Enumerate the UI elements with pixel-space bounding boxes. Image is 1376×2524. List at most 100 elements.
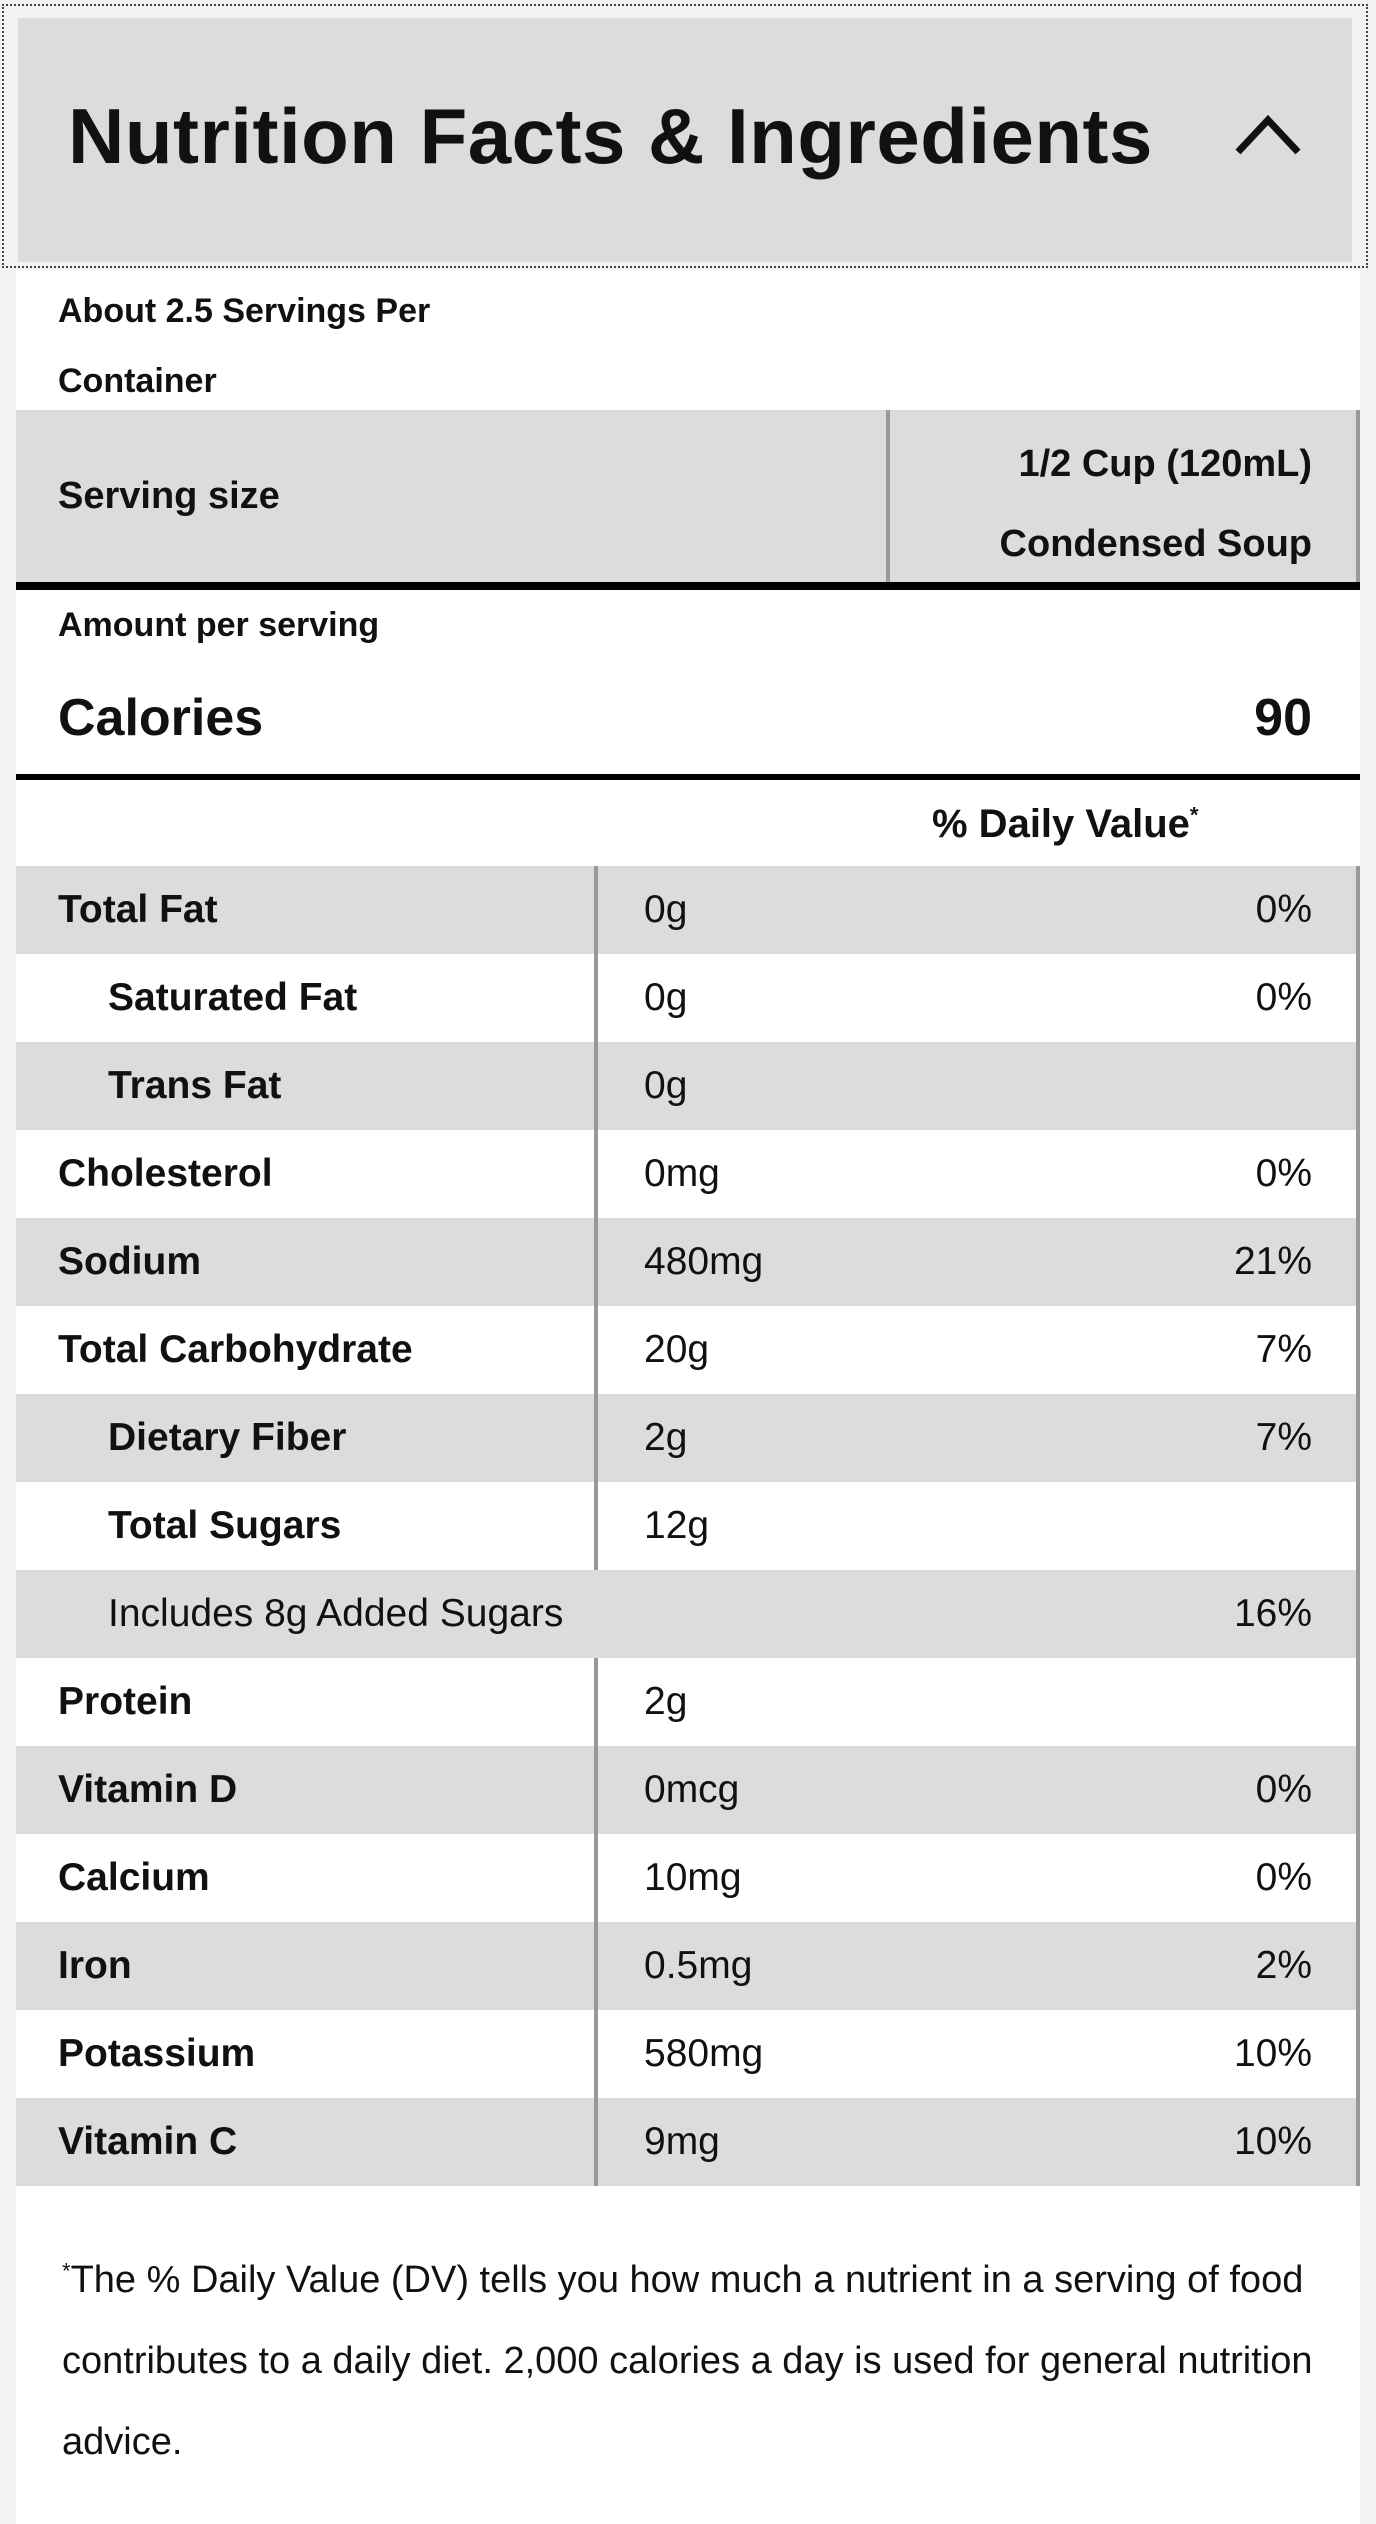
footnote-text: The % Daily Value (DV) tells you how muc… bbox=[62, 2259, 1313, 2463]
nutrient-daily-value: 0% bbox=[1255, 1768, 1312, 1811]
column-divider bbox=[594, 1130, 598, 1218]
table-row: Trans Fat 0g bbox=[16, 1042, 1360, 1130]
nutrient-name: Vitamin D bbox=[58, 1768, 238, 1811]
serving-size-value: 1/2 Cup (120mL) Condensed Soup bbox=[1000, 424, 1312, 584]
nutrient-name: Cholesterol bbox=[58, 1152, 273, 1195]
servings-per-container-line2: Container bbox=[58, 362, 217, 400]
calories-block: Amount per serving Calories 90 bbox=[16, 590, 1360, 780]
nutrient-amount: 480mg bbox=[644, 1240, 764, 1283]
nutrient-name: Protein bbox=[58, 1680, 193, 1723]
nutrient-name: Dietary Fiber bbox=[108, 1416, 347, 1459]
nutrient-name: Vitamin C bbox=[58, 2120, 238, 2163]
right-border bbox=[1356, 1042, 1360, 1130]
column-divider bbox=[594, 866, 598, 954]
daily-value-header: % Daily Value* bbox=[16, 780, 1360, 868]
table-row: Vitamin D 0mcg 0% bbox=[16, 1746, 1360, 1834]
right-border bbox=[1356, 1218, 1360, 1306]
right-border bbox=[1356, 1746, 1360, 1834]
nutrient-name: Sodium bbox=[58, 1240, 201, 1283]
nutrient-name: Total Carbohydrate bbox=[58, 1328, 413, 1371]
accordion-header-bar[interactable]: Nutrition Facts & Ingredients bbox=[18, 18, 1352, 262]
column-divider bbox=[594, 954, 598, 1042]
calories-label: Calories bbox=[58, 689, 264, 747]
column-divider bbox=[594, 1482, 598, 1570]
nutrient-amount: 0g bbox=[644, 1064, 688, 1107]
accordion-title: Nutrition Facts & Ingredients bbox=[68, 92, 1153, 180]
column-divider bbox=[886, 410, 890, 582]
servings-per-container: About 2.5 Servings Per Container bbox=[58, 276, 518, 416]
table-row: Dietary Fiber 2g 7% bbox=[16, 1394, 1360, 1482]
nutrient-amount: 0g bbox=[644, 888, 688, 931]
right-border bbox=[1356, 1922, 1360, 2010]
nutrient-name: Trans Fat bbox=[108, 1064, 282, 1107]
column-divider bbox=[594, 1746, 598, 1834]
right-border bbox=[1356, 2010, 1360, 2098]
table-row: Calcium 10mg 0% bbox=[16, 1834, 1360, 1922]
column-divider bbox=[594, 1922, 598, 2010]
nutrient-amount: 2g bbox=[644, 1416, 688, 1459]
nutrient-name: Total Sugars bbox=[108, 1504, 342, 1547]
nutrient-daily-value: 10% bbox=[1233, 2120, 1312, 2163]
table-row: Sodium 480mg 21% bbox=[16, 1218, 1360, 1306]
right-border bbox=[1356, 410, 1360, 582]
nutrient-daily-value: 0% bbox=[1255, 1856, 1312, 1899]
nutrient-daily-value: 7% bbox=[1255, 1328, 1312, 1371]
nutrient-name: Saturated Fat bbox=[108, 976, 358, 1019]
table-row: Includes 8g Added Sugars 16% bbox=[16, 1570, 1360, 1658]
nutrient-amount: 0mg bbox=[644, 1152, 720, 1195]
right-border bbox=[1356, 1306, 1360, 1394]
table-row: Total Carbohydrate 20g 7% bbox=[16, 1306, 1360, 1394]
daily-value-footnote: *The % Daily Value (DV) tells you how mu… bbox=[62, 2240, 1332, 2483]
footnote-asterisk: * bbox=[62, 2258, 71, 2284]
column-divider bbox=[594, 2098, 598, 2186]
calories-value: 90 bbox=[1254, 689, 1312, 747]
servings-per-container-line1: About 2.5 Servings Per bbox=[58, 292, 431, 330]
serving-size-value-line1: 1/2 Cup (120mL) bbox=[1018, 443, 1312, 485]
amount-per-serving: Amount per serving bbox=[58, 606, 380, 644]
nutrient-name: Iron bbox=[58, 1944, 132, 1987]
nutrient-daily-value: 7% bbox=[1255, 1416, 1312, 1459]
table-row: Cholesterol 0mg 0% bbox=[16, 1130, 1360, 1218]
nutrient-daily-value: 0% bbox=[1255, 976, 1312, 1019]
nutrient-amount: 0.5mg bbox=[644, 1944, 753, 1987]
column-divider bbox=[594, 1042, 598, 1130]
daily-value-label: % Daily Value bbox=[932, 802, 1190, 846]
right-border bbox=[1356, 1394, 1360, 1482]
right-border bbox=[1356, 866, 1360, 954]
right-border bbox=[1356, 1482, 1360, 1570]
nutrient-daily-value: 0% bbox=[1255, 888, 1312, 931]
nutrition-accordion-header[interactable]: Nutrition Facts & Ingredients bbox=[2, 4, 1368, 268]
right-border bbox=[1356, 954, 1360, 1042]
nutrient-daily-value: 21% bbox=[1233, 1240, 1312, 1283]
column-divider bbox=[594, 1834, 598, 1922]
right-border bbox=[1356, 1570, 1360, 1658]
right-border bbox=[1356, 1130, 1360, 1218]
chevron-up-icon[interactable] bbox=[1232, 110, 1304, 160]
nutrient-daily-value: 2% bbox=[1255, 1944, 1312, 1987]
serving-size-row: Serving size 1/2 Cup (120mL) Condensed S… bbox=[16, 410, 1360, 590]
table-row: Potassium 580mg 10% bbox=[16, 2010, 1360, 2098]
right-border bbox=[1356, 2098, 1360, 2186]
table-row: Saturated Fat 0g 0% bbox=[16, 954, 1360, 1042]
nutrient-amount: 10mg bbox=[644, 1856, 742, 1899]
nutrient-amount: 9mg bbox=[644, 2120, 720, 2163]
column-divider bbox=[594, 1306, 598, 1394]
table-row: Iron 0.5mg 2% bbox=[16, 1922, 1360, 2010]
column-divider bbox=[594, 1394, 598, 1482]
nutrient-amount: 2g bbox=[644, 1680, 688, 1723]
serving-size-value-line2: Condensed Soup bbox=[999, 523, 1312, 565]
table-row: Protein 2g bbox=[16, 1658, 1360, 1746]
nutrient-name: Includes 8g Added Sugars bbox=[108, 1592, 564, 1635]
column-divider bbox=[594, 2010, 598, 2098]
nutrient-daily-value: 16% bbox=[1233, 1592, 1312, 1635]
nutrient-daily-value: 0% bbox=[1255, 1152, 1312, 1195]
nutrient-amount: 20g bbox=[644, 1328, 710, 1371]
daily-value-asterisk: * bbox=[1189, 802, 1199, 828]
nutrient-name: Total Fat bbox=[58, 888, 218, 931]
nutrient-amount: 0g bbox=[644, 976, 688, 1019]
nutrient-daily-value: 10% bbox=[1233, 2032, 1312, 2075]
nutrient-amount: 0mcg bbox=[644, 1768, 740, 1811]
nutrient-amount: 580mg bbox=[644, 2032, 764, 2075]
nutrient-table: Total Fat 0g 0% Saturated Fat 0g 0% Tran… bbox=[16, 866, 1360, 2186]
